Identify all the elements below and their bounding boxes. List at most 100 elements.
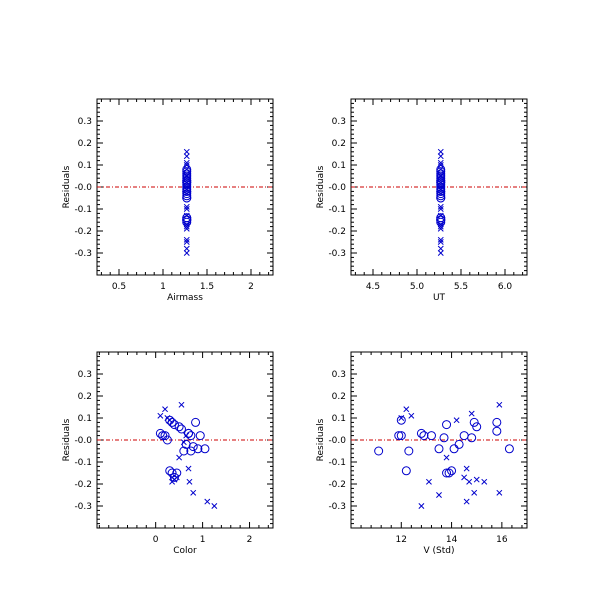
y-tick-label: 0.1 — [78, 414, 92, 424]
data-point-circle — [449, 444, 459, 454]
data-point-cross — [183, 153, 190, 160]
y-tick-label: 0.1 — [78, 161, 92, 171]
data-point-cross — [162, 406, 169, 413]
y-tick-label: 0.2 — [332, 392, 346, 402]
data-point-cross — [496, 489, 503, 496]
data-point-circle — [169, 472, 179, 482]
data-point-cross — [437, 186, 444, 193]
data-point-circle — [176, 424, 186, 434]
y-tick-label: -0.1 — [328, 205, 346, 215]
x-tick-label: 2 — [248, 282, 254, 292]
x-tick-label: 2 — [247, 535, 253, 545]
data-point-cross — [183, 250, 190, 256]
data-point-circle — [191, 417, 201, 427]
data-point-circle — [179, 446, 189, 456]
y-tick-label: -0.0 — [74, 183, 92, 193]
y-tick-label: -0.0 — [328, 183, 346, 193]
data-point-cross — [463, 465, 470, 472]
y-tick-label: -0.1 — [74, 205, 92, 215]
data-point-circle — [182, 191, 192, 201]
data-point-cross — [183, 159, 190, 166]
data-point-circle — [182, 193, 192, 203]
data-point-cross — [183, 225, 190, 232]
y-tick-label: -0.3 — [328, 502, 346, 512]
data-point-circle — [174, 422, 184, 432]
data-point-cross — [437, 245, 444, 252]
data-point-cross — [204, 498, 211, 505]
data-point-circle — [454, 439, 464, 449]
data-point-circle — [160, 431, 170, 441]
x-tick-label: 5.0 — [410, 282, 425, 292]
y-tick-label: -0.2 — [328, 480, 346, 490]
data-point-cross — [437, 166, 444, 173]
plot-panel-vstd: 12 14 16 -0.3 -0.2 -0.1 -0.0 0.1 0.2 0.3 V (Std) Re… — [316, 351, 528, 556]
data-point-cross — [437, 162, 444, 168]
data-point-circle — [459, 431, 469, 441]
data-point-cross — [183, 239, 190, 245]
data-point-circle — [186, 431, 196, 441]
data-point-cross — [437, 203, 444, 210]
y-tick-label: -0.0 — [328, 436, 346, 446]
y-tick-label: 0.1 — [332, 161, 346, 171]
data-point-cross — [418, 503, 425, 509]
data-point-circle — [169, 420, 179, 430]
data-point-cross — [183, 166, 190, 173]
data-point-cross — [437, 148, 444, 155]
data-point-cross — [461, 474, 468, 481]
data-point-cross — [183, 432, 190, 439]
y-tick-label: -0.3 — [74, 502, 92, 512]
data-point-circle — [404, 446, 414, 456]
data-point-cross — [408, 412, 415, 419]
x-tick-label: 14 — [446, 535, 458, 545]
data-point-cross — [183, 148, 190, 155]
data-point-cross — [453, 417, 460, 424]
data-point-circle — [436, 171, 446, 181]
y-axis-label: Residuals — [316, 165, 326, 208]
data-point-cross — [183, 186, 190, 193]
data-point-cross — [466, 478, 473, 485]
data-point-circle — [444, 468, 454, 478]
data-point-cross — [437, 173, 444, 179]
data-point-cross — [183, 212, 190, 219]
data-point-circle — [182, 178, 192, 188]
data-point-cross — [437, 153, 444, 160]
y-tick-label: -0.1 — [74, 458, 92, 468]
data-point-cross — [183, 236, 190, 243]
y-tick-label: -0.2 — [328, 227, 346, 237]
data-point-cross — [437, 179, 444, 186]
x-tick-label: 16 — [496, 535, 508, 545]
data-point-circle — [469, 417, 479, 427]
data-point-circle — [195, 431, 205, 441]
data-point-circle — [193, 444, 203, 454]
data-point-cross — [183, 221, 190, 228]
data-point-cross — [463, 498, 470, 505]
data-point-cross — [176, 454, 183, 461]
data-point-cross — [437, 223, 444, 230]
data-point-cross — [190, 489, 197, 496]
data-point-cross — [183, 223, 190, 230]
data-point-cross — [496, 401, 503, 408]
data-point-cross — [436, 492, 442, 498]
data-point-cross — [180, 439, 187, 446]
data-point-cross — [437, 236, 444, 243]
data-point-circle — [419, 431, 429, 441]
data-point-circle — [155, 428, 165, 438]
data-point-circle — [162, 435, 172, 445]
data-point-circle — [182, 213, 192, 223]
y-tick-label: 0.1 — [332, 414, 346, 424]
data-point-cross — [437, 206, 444, 212]
data-point-cross — [183, 245, 190, 252]
plot-panel-airmass: 0.5 1 1.5 2 -0.3 -0.2 -0.1 -0.0 0.1 0.2 0.3 Airmass… — [62, 98, 274, 303]
y-tick-label: 0.2 — [332, 139, 346, 149]
data-point-circle — [436, 213, 446, 223]
data-point-cross — [211, 503, 218, 509]
data-point-circle — [436, 178, 446, 188]
x-tick-label: 5.5 — [454, 282, 468, 292]
x-axis-label: UT — [433, 293, 446, 303]
data-point-circle — [439, 433, 449, 443]
x-tick-label: 1.5 — [200, 282, 214, 292]
data-point-cross — [437, 159, 444, 166]
data-point-cross — [157, 412, 164, 419]
data-point-cross — [437, 221, 444, 228]
